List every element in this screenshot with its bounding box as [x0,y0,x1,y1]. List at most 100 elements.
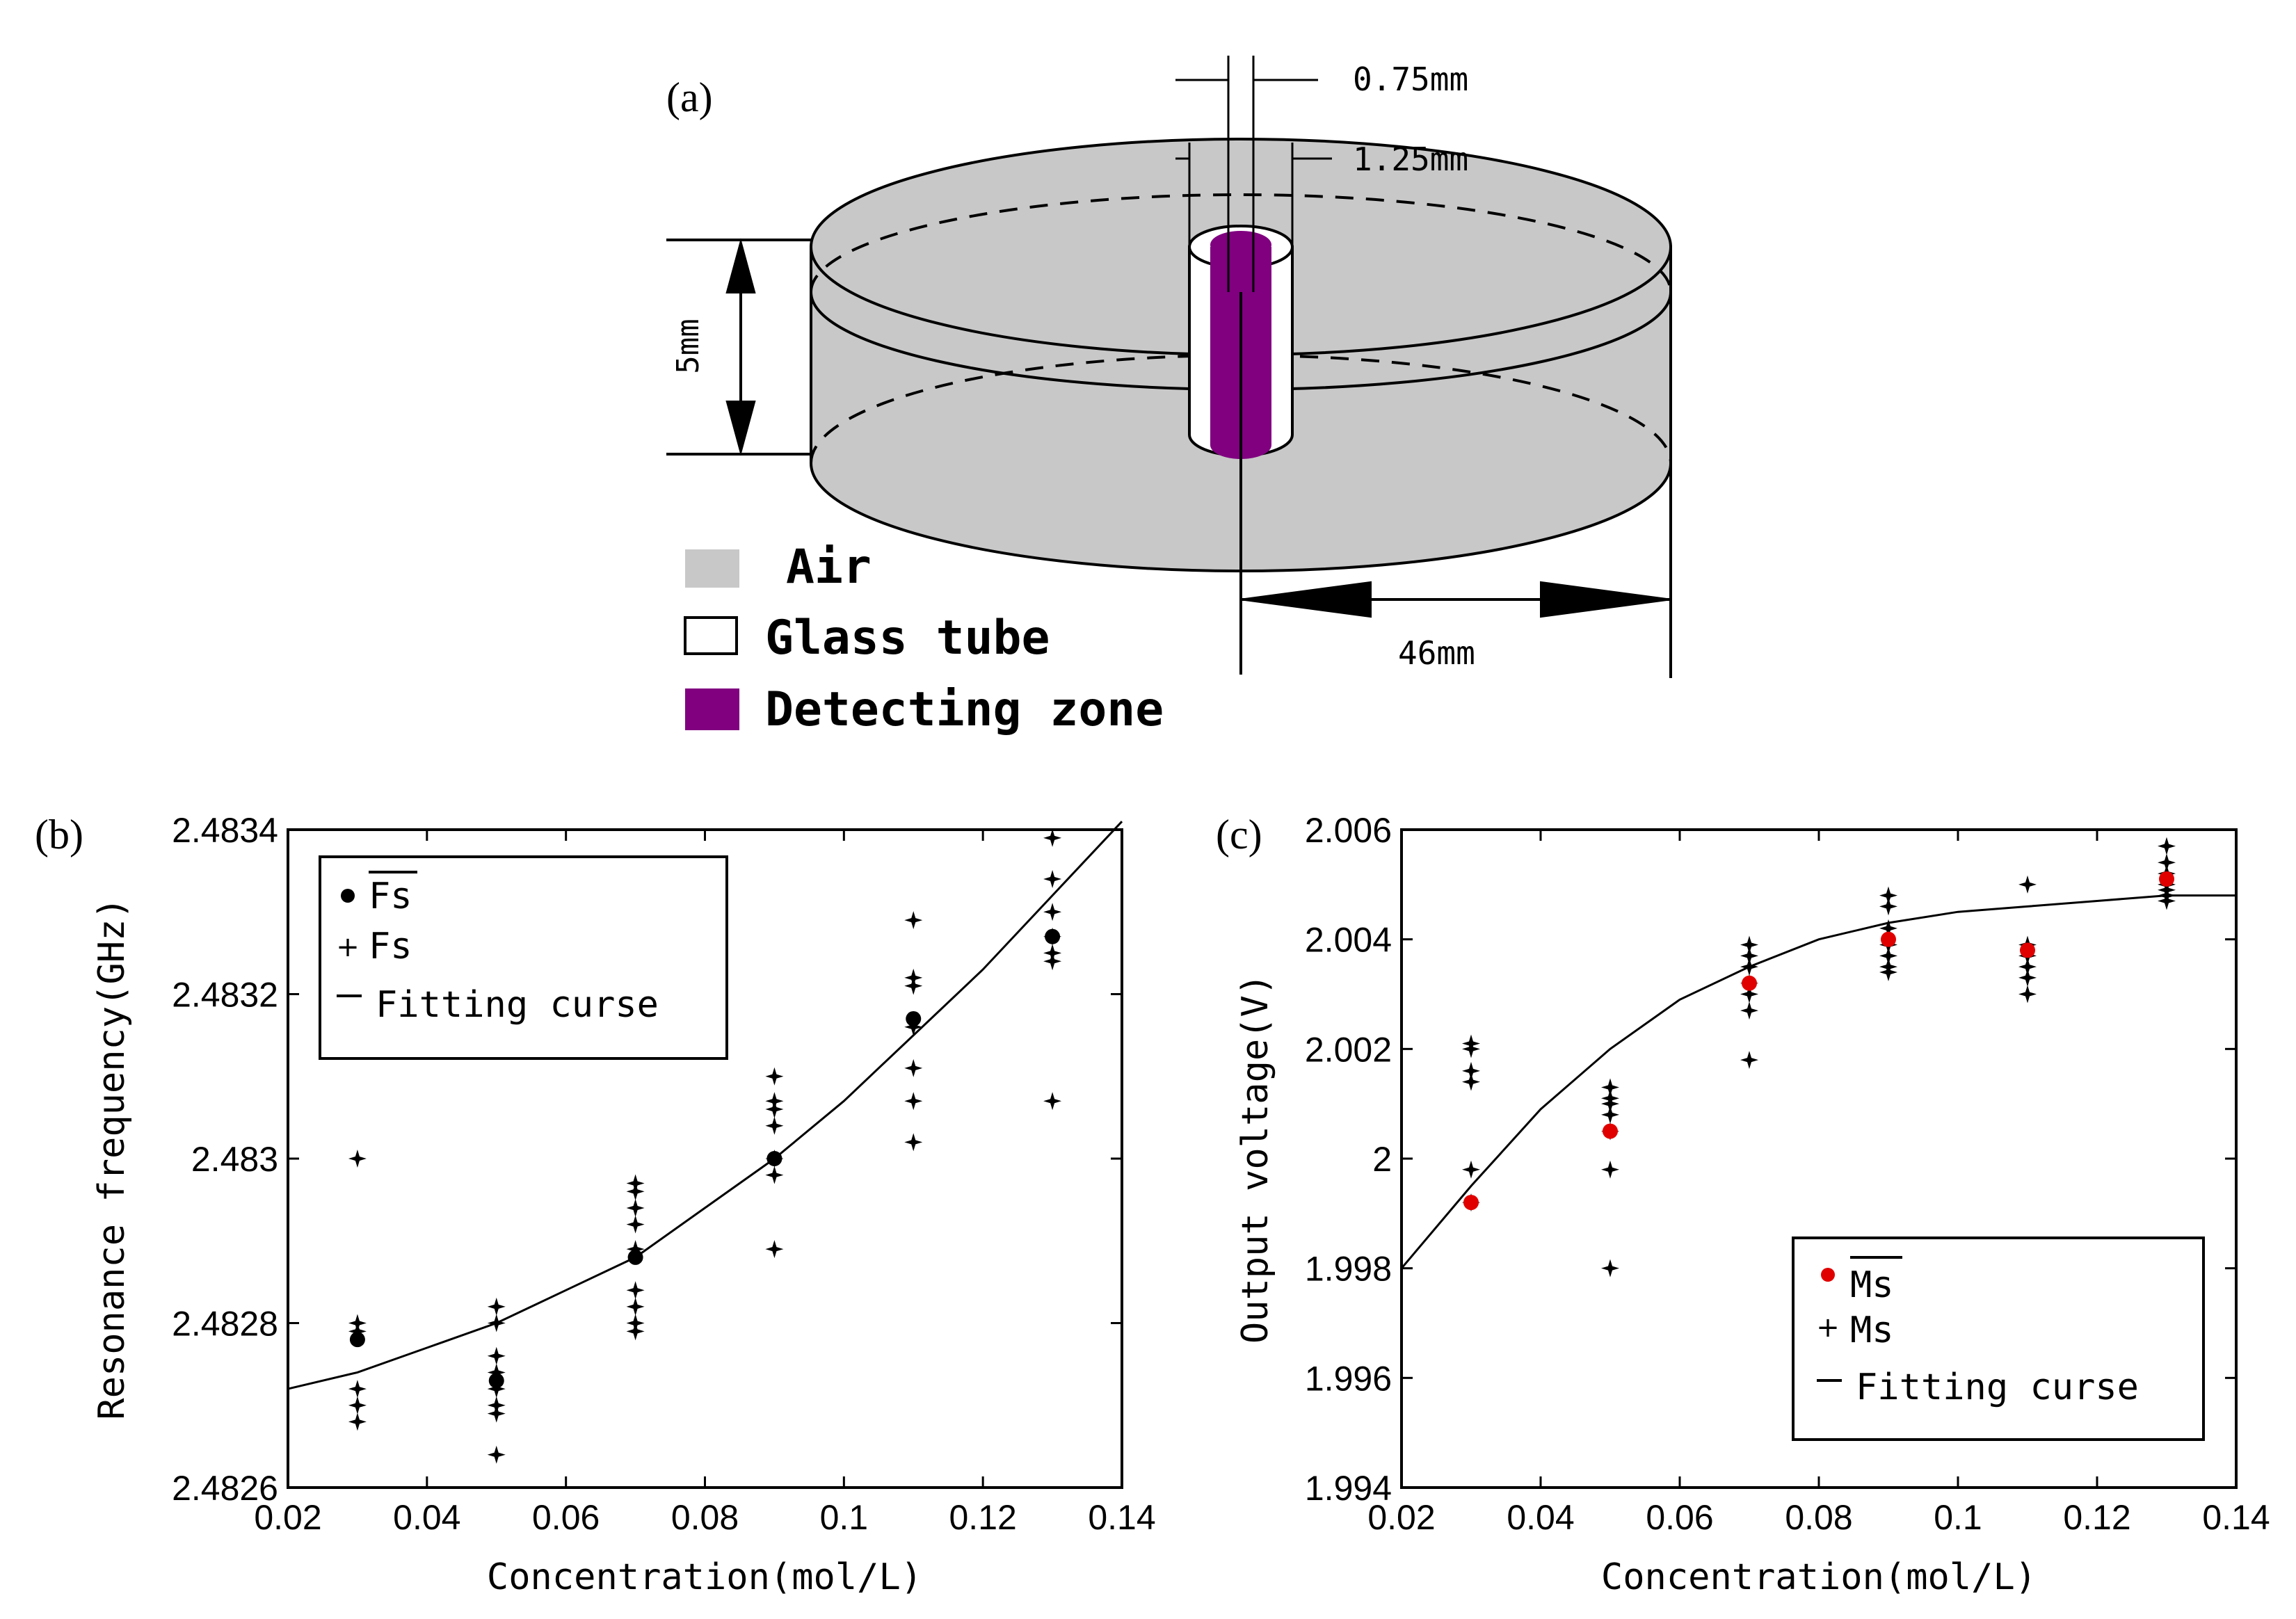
raw-point-c-3-2 [1879,919,1897,937]
legend-fit-label-b: Fitting curse [376,984,659,1026]
raw-point-b-4-3 [904,1017,923,1036]
x-tick-label-c-5: 0.12 [2063,1498,2130,1537]
raw-point-c-0-3 [1462,1072,1480,1091]
y-tick-label-c-1: 1.996 [1305,1359,1392,1398]
y-tick-label-b-0: 2.4826 [172,1469,278,1508]
mean-point-c-4 [2020,942,2035,958]
raw-point-b-1-7 [487,1445,506,1464]
legend-swatch-detecting-zone [685,688,739,730]
raw-point-c-4-4 [2018,968,2037,987]
y-tick-label-c-6: 2.006 [1305,811,1392,850]
raw-point-b-4-2 [904,976,923,995]
panel-label-b: (b) [35,812,83,857]
x-tick-labels-b: 0.02 0.04 0.06 0.08 0.1 0.12 0.14 [254,830,1156,1537]
raw-point-b-1-4 [487,1380,506,1399]
mean-point-c-5 [2159,871,2174,887]
raw-point-b-4-0 [904,911,923,930]
raw-point-c-0-2 [1462,1061,1480,1080]
raw-point-b-2-3 [626,1215,645,1234]
y-tick-label-c-4: 2.002 [1305,1030,1392,1069]
mean-point-b-2 [627,1249,643,1265]
x-tick-label-b-5: 0.12 [949,1498,1017,1537]
raw-point-b-5-1 [1043,869,1062,888]
cylinder-diagram: (a) 0.75mm 1.25mm [666,56,1672,737]
dim-radius-label: 46mm [1398,634,1475,672]
raw-point-c-5-0 [2158,837,2176,855]
y-tick-label-b-3: 2.4832 [172,976,278,1015]
legend-swatch-air [685,549,739,588]
mean-point-c-0 [1463,1195,1479,1211]
legend-mean-marker-c [1821,1268,1835,1282]
dim-height-label: 5mm [671,319,706,373]
data-marks-c [1400,837,2236,1278]
x-tick-label-c-0: 0.02 [1367,1498,1435,1537]
x-tick-label-b-2: 0.06 [532,1498,600,1537]
x-tick-label-b-6: 0.14 [1088,1498,1155,1537]
fitting-curve-c [1400,894,2236,1269]
legend-c: Ms + Ms Fitting curse [1792,1237,2205,1441]
panel-label-c: (c) [1216,812,1262,857]
raw-point-b-1-1 [487,1314,506,1332]
raw-point-b-5-0 [1043,828,1062,847]
raw-point-c-3-4 [1879,947,1897,965]
raw-point-b-3-3 [765,1116,784,1135]
dim-inner-label: 0.75mm [1353,61,1468,98]
legend-box-c [1792,1237,2205,1441]
mean-point-c-3 [1881,931,1896,947]
raw-point-b-0-4 [348,1396,367,1415]
panel-label-a: (a) [666,74,713,120]
raw-point-b-3-6 [765,1240,784,1259]
raw-point-b-3-2 [765,1100,784,1119]
raw-point-b-2-6 [626,1297,645,1316]
y-tick-label-c-3: 2 [1372,1140,1392,1179]
x-tick-label-c-1: 0.04 [1507,1498,1574,1537]
raw-point-b-1-3 [487,1363,506,1382]
raw-point-c-2-1 [1740,947,1758,965]
legend-swatch-glass-tube [684,616,738,655]
y-tick-label-c-2: 1.998 [1305,1250,1392,1289]
raw-point-c-4-0 [2018,875,2037,894]
detecting-zone-top [1210,231,1271,259]
legend-mean-label-b: Fs [369,876,412,917]
x-tick-labels-c: 0.02 0.04 0.06 0.08 0.1 0.12 0.14 [1367,830,2270,1537]
raw-point-b-2-8 [626,1322,645,1341]
raw-point-b-2-1 [626,1182,645,1201]
y-tick-label-b-2: 2.483 [191,1140,278,1179]
mean-point-b-5 [1045,928,1061,944]
raw-point-c-0-4 [1462,1160,1480,1179]
x-axis-label-c: Concentration(mol/L) [1601,1556,2037,1598]
dimension-height [666,238,811,456]
x-tick-label-b-0: 0.02 [254,1498,321,1537]
raw-point-c-1-0 [1601,1078,1619,1097]
disc-mid-back-edge [810,193,1672,293]
raw-point-c-3-6 [1879,962,1897,981]
y-tick-label-b-4: 2.4834 [172,811,278,850]
raw-point-b-1-2 [487,1346,506,1365]
data-marks-b [287,821,1123,1464]
raw-point-b-2-5 [626,1281,645,1300]
chart-resonance-frequency: (b) 0.02 0.04 0.06 0.08 0.1 0.12 0.14 2.48262.… [35,811,1156,1598]
mean-point-b-4 [906,1010,922,1026]
raw-point-b-5-5 [1043,952,1062,971]
x-tick-label-c-3: 0.08 [1785,1498,1852,1537]
y-tick-label-b-1: 2.4828 [172,1305,278,1344]
raw-point-b-3-0 [765,1067,784,1086]
raw-point-c-2-2 [1740,958,1758,976]
dim-outer-label: 1.25mm [1353,140,1468,178]
x-tick-label-b-1: 0.04 [393,1498,460,1537]
x-tick-label-c-4: 0.1 [1934,1498,1982,1537]
raw-point-b-0-3 [348,1380,367,1399]
raw-point-b-1-0 [487,1297,506,1316]
mean-point-b-3 [766,1151,782,1166]
x-tick-label-c-6: 0.14 [2202,1498,2270,1537]
x-axis-label-b: Concentration(mol/L) [487,1556,922,1598]
raw-point-b-2-4 [626,1240,645,1259]
raw-point-b-3-5 [765,1166,784,1184]
raw-point-c-1-6 [1601,1259,1619,1278]
raw-point-b-5-6 [1043,1092,1062,1111]
legend-mean-marker-b [341,889,355,903]
x-tick-label-b-4: 0.1 [820,1498,869,1537]
raw-point-b-0-5 [348,1412,367,1431]
raw-point-c-1-5 [1601,1160,1619,1179]
